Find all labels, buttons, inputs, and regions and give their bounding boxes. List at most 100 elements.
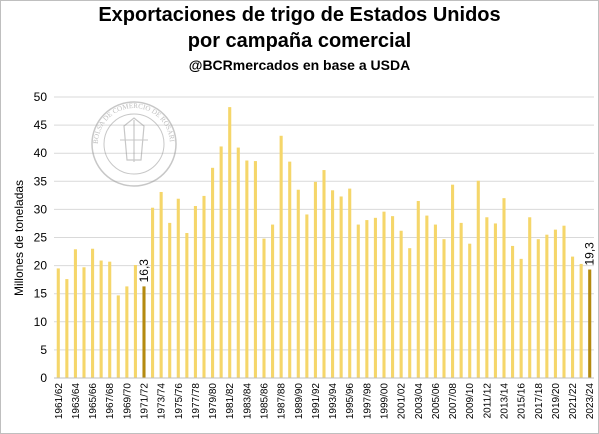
bar-1976-77 [185, 233, 189, 378]
x-tick-label: 2015/16 [517, 383, 528, 420]
y-tick-label: 45 [34, 118, 48, 132]
bar-2002-03 [408, 248, 412, 378]
x-tick-label: 1991/92 [311, 383, 322, 420]
bar-1971-72 [142, 286, 146, 378]
bar-2022-23 [579, 263, 583, 378]
x-tick-label: 1983/84 [242, 383, 253, 420]
bar-2011-12 [485, 217, 489, 378]
x-tick-label: 1985/86 [260, 383, 271, 420]
x-tick-label: 2017/18 [534, 383, 545, 420]
bar-2021-22 [571, 256, 575, 378]
bar-1974-75 [168, 222, 172, 378]
bar-1980-81 [219, 146, 223, 378]
y-tick-label: 50 [34, 90, 48, 104]
x-tick-label: 2021/22 [568, 383, 579, 420]
bar-1984-85 [253, 161, 257, 378]
x-tick-label: 1999/00 [380, 383, 391, 420]
bar-2005-06 [433, 224, 437, 378]
y-tick-label: 40 [34, 146, 48, 160]
x-tick-label: 1971/72 [140, 383, 151, 420]
x-tick-label: 1987/88 [277, 383, 288, 420]
chart-header: Exportaciones de trigo de Estados Unidos… [0, 2, 599, 75]
bar-1994-95 [339, 196, 343, 378]
x-tick-label: 1963/64 [71, 383, 82, 420]
bar-1961-62 [56, 268, 60, 378]
bar-1985-86 [262, 238, 266, 378]
bar-2018-19 [545, 234, 549, 378]
bar-1987-88 [279, 135, 283, 378]
chart-title: Exportaciones de trigo de Estados Unidos [98, 4, 501, 26]
bar-2012-13 [493, 223, 497, 378]
x-tick-label: 1973/74 [157, 383, 168, 420]
bar-2016-17 [528, 217, 532, 378]
bar-1963-64 [73, 249, 77, 378]
bar-2014-15 [511, 245, 515, 378]
y-tick-label: 10 [34, 315, 48, 329]
x-tick-label: 2005/06 [431, 383, 442, 420]
bar-2006-07 [442, 239, 446, 378]
bar-1995-96 [348, 188, 352, 378]
bars [56, 107, 592, 378]
data-label-2023-24: 19,3 [583, 242, 597, 266]
data-labels: 16,3 19,3 [137, 242, 597, 283]
bar-1993-94 [331, 190, 335, 378]
y-tick-label: 25 [34, 231, 48, 245]
x-tick-label: 1993/94 [328, 383, 339, 420]
bar-1965-66 [91, 248, 95, 378]
bar-1962-63 [65, 279, 69, 378]
bar-1964-65 [82, 267, 86, 378]
bar-2019-20 [553, 229, 557, 378]
bar-1970-71 [133, 265, 137, 378]
bar-1997-98 [365, 220, 369, 378]
y-tick-label: 0 [40, 371, 47, 385]
bar-1996-97 [356, 224, 360, 378]
x-tick-label: 1979/80 [208, 383, 219, 420]
bar-2020-21 [562, 225, 566, 378]
bar-1977-78 [193, 206, 197, 378]
y-tick-label: 30 [34, 202, 48, 216]
bar-1972-73 [151, 207, 155, 378]
x-tick-label: 2003/04 [414, 383, 425, 420]
data-label-1971-72: 16,3 [137, 259, 151, 283]
svg-text:BOLSA DE COMERCIO DE ROSARIO: BOLSA DE COMERCIO DE ROSARIO [0, 0, 176, 144]
x-tick-label: 1995/96 [345, 383, 356, 420]
bar-2023-24 [588, 269, 592, 378]
x-tick-label: 2001/02 [397, 383, 408, 420]
bar-1967-68 [108, 261, 112, 378]
y-tick-label: 5 [40, 343, 47, 357]
x-tick-label: 1997/98 [362, 383, 373, 420]
bar-1991-92 [313, 181, 317, 378]
x-tick-label: 2007/08 [448, 383, 459, 420]
bar-1989-90 [296, 189, 300, 378]
bar-1990-91 [305, 214, 309, 378]
x-tick-label: 1967/68 [105, 383, 116, 420]
watermark-seal: BOLSA DE COMERCIO DE ROSARIO [0, 0, 177, 187]
bar-1999-00 [382, 211, 386, 378]
x-axis-ticks: 1961/62 1963/64 1965/66 1967/68 1969/70 1971/… [54, 383, 596, 420]
bar-1998-99 [373, 217, 377, 378]
bar-1969-70 [125, 286, 129, 378]
bar-1982-83 [236, 147, 240, 378]
x-tick-label: 2013/14 [500, 383, 511, 420]
bar-1968-69 [116, 295, 120, 378]
bar-1979-80 [211, 167, 215, 378]
y-tick-label: 35 [34, 174, 48, 188]
x-tick-label: 1969/70 [122, 383, 133, 420]
bar-2013-14 [502, 198, 506, 378]
bar-2004-05 [425, 215, 429, 378]
bar-1988-89 [288, 161, 292, 378]
x-tick-label: 1961/62 [54, 383, 65, 420]
x-tick-label: 2011/12 [482, 383, 493, 419]
x-tick-label: 1965/66 [88, 383, 99, 420]
bar-2008-09 [459, 222, 463, 378]
x-tick-label: 2023/24 [585, 383, 596, 420]
bar-2007-08 [451, 184, 455, 378]
x-tick-label: 2019/20 [551, 383, 562, 420]
bar-1983-84 [245, 160, 249, 378]
bar-2000-01 [391, 216, 395, 378]
bar-2001-02 [399, 230, 403, 378]
y-axis-ticks: 0 5 10 15 20 25 30 35 40 45 50 [34, 90, 48, 385]
x-tick-label: 2009/10 [465, 383, 476, 420]
watermark-text: BOLSA DE COMERCIO DE ROSARIO [0, 0, 176, 144]
